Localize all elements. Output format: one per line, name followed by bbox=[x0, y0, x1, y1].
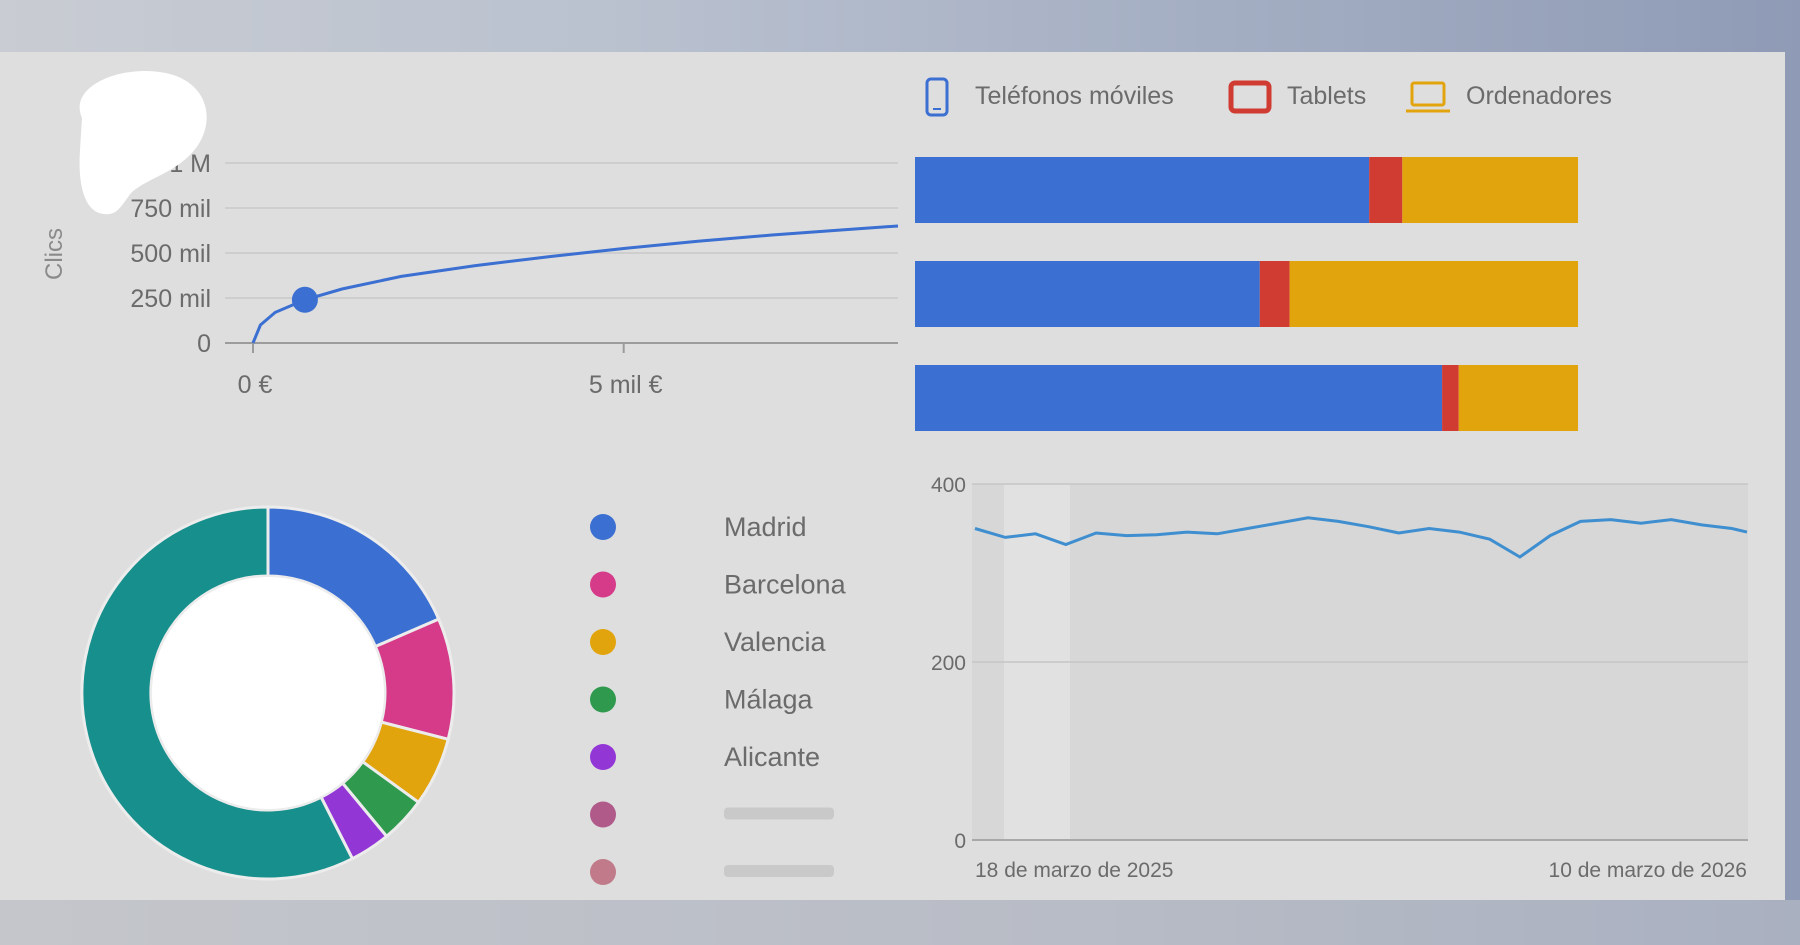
background-band bbox=[0, 900, 1800, 945]
city-donut-chart: Madrid Barcelona Valencia Málaga Alicante bbox=[80, 505, 847, 885]
y-tick-label: 0 bbox=[954, 830, 966, 853]
series-line bbox=[974, 516, 1748, 559]
device-bar-chart: Teléfonos móviles Tablets Ordenadores bbox=[915, 77, 1612, 431]
laptop-icon bbox=[1406, 81, 1450, 113]
bar-segment[interactable] bbox=[915, 157, 1370, 223]
bar-segment[interactable] bbox=[915, 365, 1443, 431]
tablet-icon bbox=[1228, 80, 1272, 114]
logo-blob-icon bbox=[79, 70, 207, 215]
y-tick-label: 400 bbox=[931, 474, 966, 497]
legend-marker bbox=[590, 514, 616, 540]
bar-segment[interactable] bbox=[1369, 157, 1403, 223]
y-tick-label: 500 mil bbox=[130, 240, 211, 268]
legend-marker bbox=[590, 744, 616, 770]
legend-marker bbox=[590, 571, 616, 598]
bar-segment[interactable] bbox=[1402, 157, 1578, 223]
y-axis-label: Clics bbox=[41, 228, 68, 280]
legend-label: Málaga bbox=[724, 685, 814, 715]
bar-segment[interactable] bbox=[1289, 261, 1578, 327]
highlight-point[interactable] bbox=[291, 286, 318, 313]
donut-slice[interactable] bbox=[80, 505, 355, 881]
x-tick-label: 5 mil € bbox=[589, 371, 663, 399]
legend-marker bbox=[590, 629, 616, 655]
x-tick-label: 0 € bbox=[238, 371, 273, 399]
legend-marker bbox=[590, 686, 616, 713]
legend-item-mobiles: Teléfonos móviles bbox=[975, 82, 1174, 110]
legend-marker bbox=[590, 801, 616, 828]
donut-hole bbox=[152, 577, 384, 809]
legend-label: Madrid bbox=[724, 512, 807, 542]
y-tick-label: 250 mil bbox=[130, 285, 211, 313]
bar-segment[interactable] bbox=[1259, 261, 1290, 327]
legend-marker bbox=[590, 859, 616, 885]
series-line bbox=[251, 224, 899, 344]
x-end-label: 10 de marzo de 2026 bbox=[1549, 859, 1747, 882]
legend-item-tablets: Tablets bbox=[1287, 82, 1366, 110]
legend-label-blurred bbox=[724, 807, 834, 820]
bar-segment[interactable] bbox=[1442, 365, 1459, 431]
legend: Teléfonos móviles Tablets Ordenadores bbox=[925, 77, 1612, 117]
bar-segment[interactable] bbox=[1458, 365, 1578, 431]
bar-segment[interactable] bbox=[915, 261, 1260, 327]
y-tick-label: 0 bbox=[197, 330, 211, 358]
y-tick-label: 200 bbox=[931, 652, 966, 675]
legend-label: Valencia bbox=[724, 627, 827, 657]
timeseries-chart: 0 200 400 18 de marzo de 2025 10 de marzo … bbox=[931, 474, 1748, 882]
y-tick-label: 750 mil bbox=[130, 195, 211, 223]
legend-label-blurred bbox=[724, 865, 834, 877]
legend-label: Barcelona bbox=[724, 570, 847, 600]
x-start-label: 18 de marzo de 2025 bbox=[975, 859, 1173, 882]
legend-item-desktops: Ordenadores bbox=[1466, 82, 1612, 110]
phone-icon bbox=[925, 77, 949, 117]
legend-label: Alicante bbox=[724, 742, 820, 772]
